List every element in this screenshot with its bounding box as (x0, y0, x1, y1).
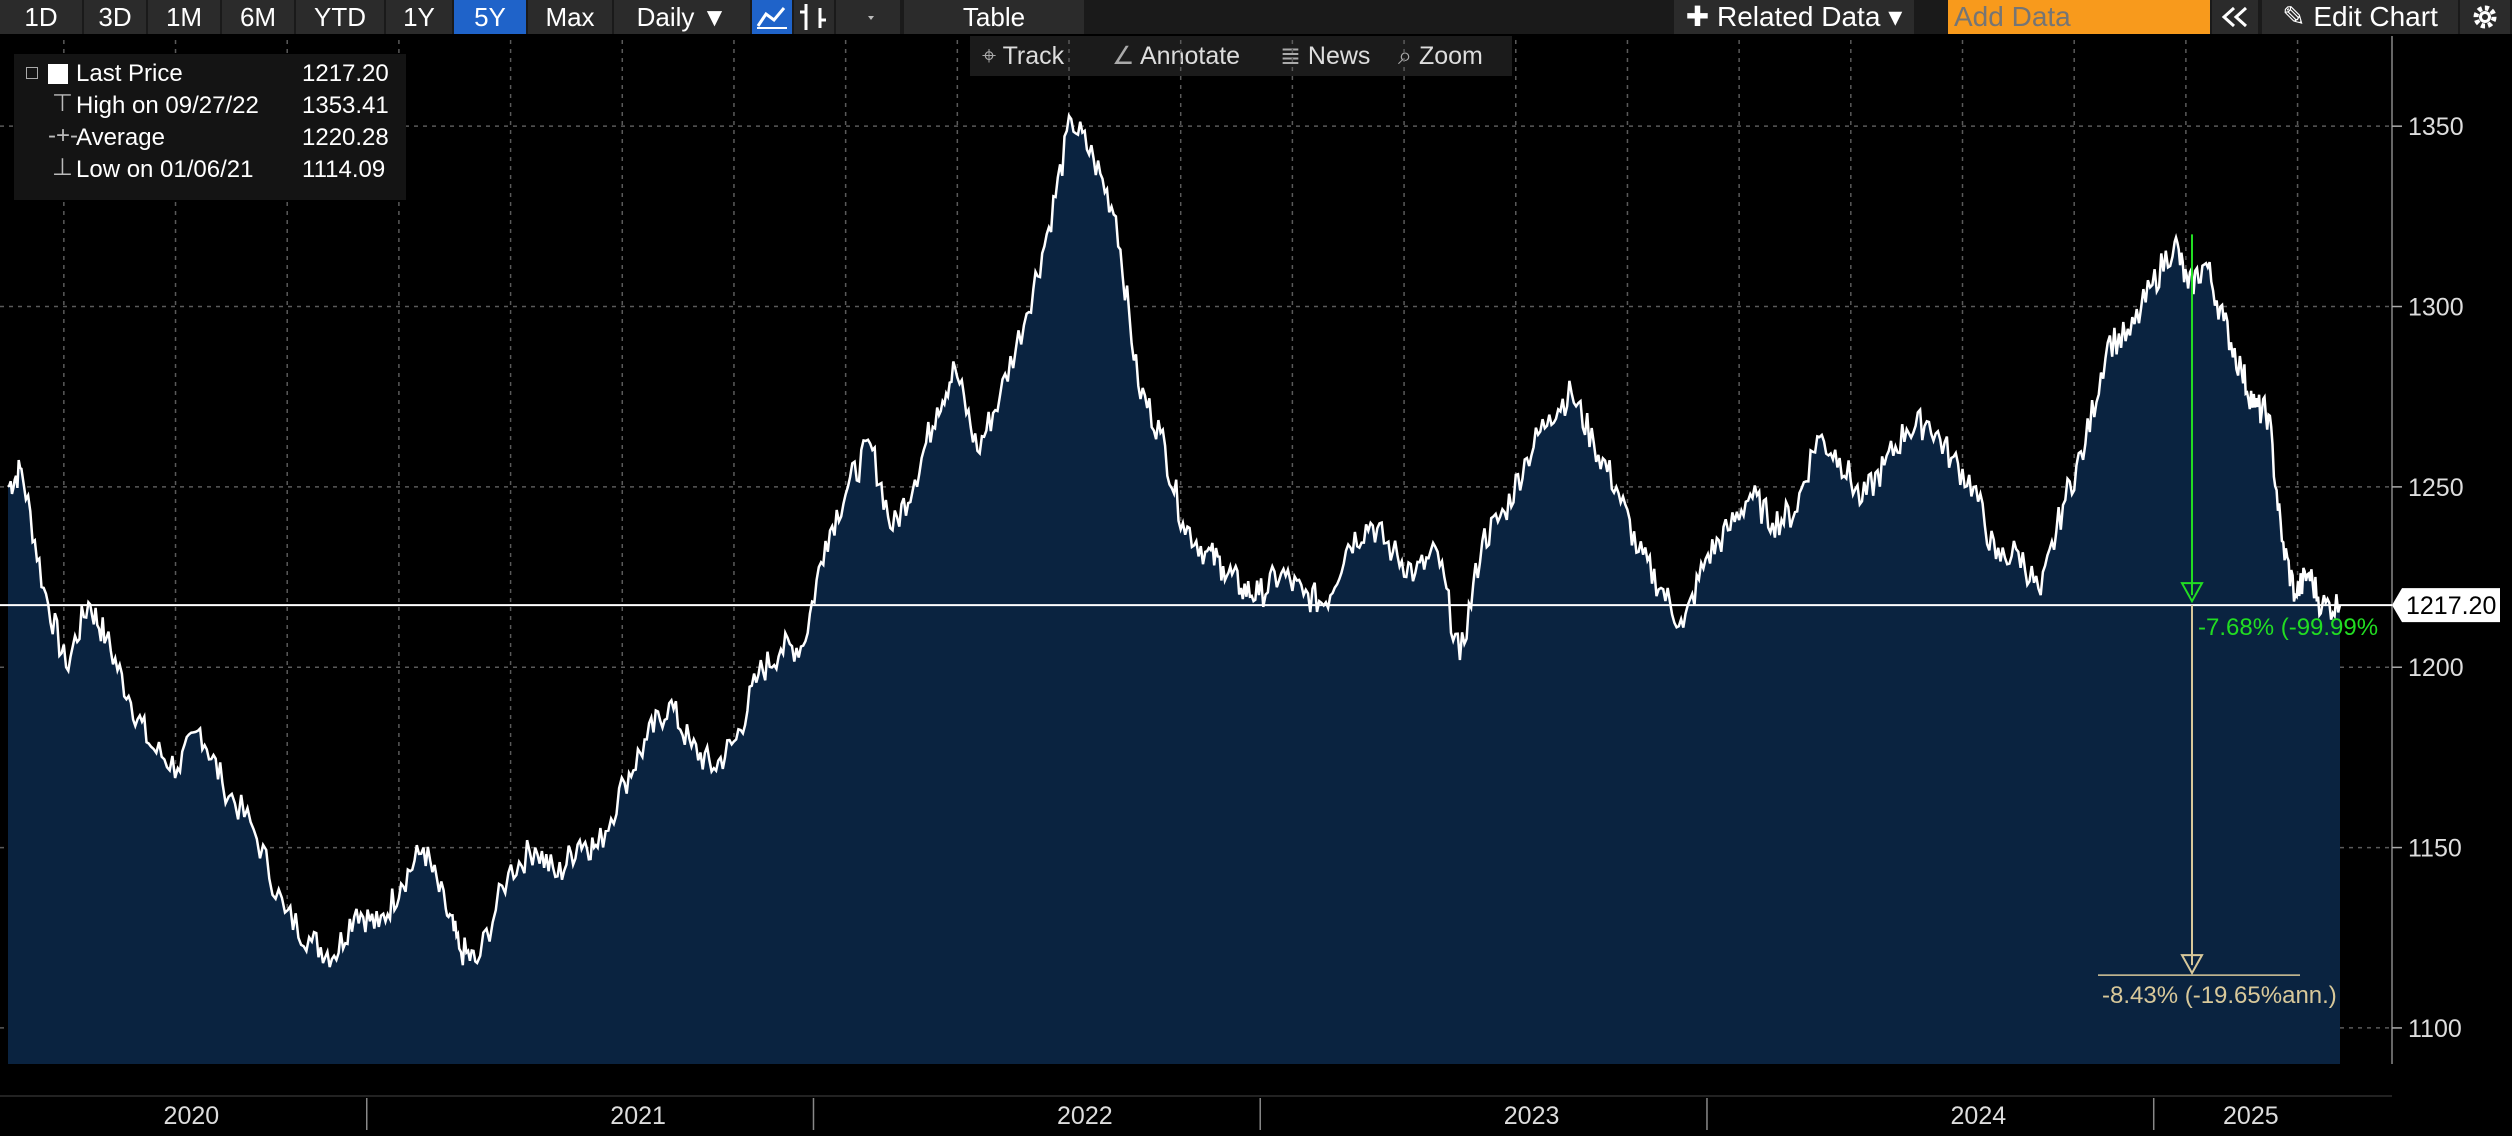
pencil-icon: ∠ (1112, 42, 1140, 70)
range-ytd-button[interactable]: YTD (296, 0, 384, 34)
range-6m-button[interactable]: 6M (222, 0, 294, 34)
x-tick-label: 2024 (1951, 1102, 2007, 1130)
chart-tools-bar: ⌖ Track ∠ Annotate ≣ News ⌕ Zoom (970, 36, 1512, 76)
legend-label: Last Price (76, 60, 183, 87)
collapse-icon[interactable] (2212, 0, 2258, 34)
y-tick-label: 1200 (2408, 654, 2464, 682)
y-tick-label: 1350 (2408, 113, 2464, 141)
news-label: News (1307, 42, 1371, 70)
track-tool[interactable]: ⌖ Track (982, 36, 1064, 76)
y-tick-label: 1150 (2408, 835, 2462, 863)
x-axis: 2020 2021 2022 2023 2024 2025 (0, 1095, 2392, 1130)
y-tick-label: 1100 (2408, 1015, 2462, 1043)
x-tick-label: 2021 (610, 1102, 666, 1130)
legend: Last Price 1217.20 ⊤ High on 09/27/22 13… (14, 54, 406, 200)
legend-value: 1220.28 (302, 124, 389, 151)
last-price-tag (2392, 588, 2500, 623)
settings-gear-icon[interactable] (2460, 0, 2510, 34)
frequency-dropdown[interactable]: Daily ▼ (614, 0, 750, 34)
range-5y-button[interactable]: 5Y (454, 0, 526, 34)
y-tick-label: 1250 (2408, 474, 2464, 502)
x-tick-label: 2022 (1057, 1102, 1113, 1130)
legend-high[interactable]: ⊤ High on 09/27/22 1353.41 (14, 90, 406, 122)
edit-chart-button[interactable]: ✎ Edit Chart (2262, 0, 2458, 34)
bar-chart-icon[interactable] (794, 0, 834, 34)
price-line (7, 112, 2342, 968)
range-3d-button[interactable]: 3D (84, 0, 146, 34)
x-tick-label: 2023 (1504, 1102, 1560, 1130)
news-icon: ≣ (1280, 42, 1308, 70)
legend-label: High on 09/27/22 (76, 92, 259, 119)
collapse-box-icon[interactable] (26, 67, 38, 79)
green-arrow-head (2180, 582, 2204, 604)
magnifier-icon: ⌕ (1398, 42, 1419, 70)
legend-label: Low on 01/06/21 (76, 156, 254, 183)
related-data-button[interactable]: ✚ Related Data ▾ (1674, 0, 1914, 34)
track-label: Track (1002, 42, 1065, 70)
range-max-button[interactable]: Max (528, 0, 612, 34)
range-1m-button[interactable]: 1M (148, 0, 220, 34)
y-tick-label: 1300 (2408, 294, 2464, 322)
annotations: -7.68% (-99.99% -8.43% (-19.65%ann.) (0, 234, 2392, 1009)
news-tool[interactable]: ≣ News (1280, 36, 1370, 76)
peak-change-label: -7.68% (-99.99% (2198, 614, 2378, 641)
dropdown-icon[interactable] (836, 0, 900, 34)
average-marker-icon: -+- (48, 122, 78, 149)
legend-last-price[interactable]: Last Price 1217.20 (14, 58, 406, 90)
legend-value: 1114.09 (302, 156, 386, 183)
x-tick-label: 2020 (164, 1102, 220, 1130)
low-marker-icon: ⊥ (52, 154, 73, 181)
annotate-tool[interactable]: ∠ Annotate (1112, 36, 1240, 76)
zoom-tool[interactable]: ⌕ Zoom (1398, 36, 1483, 76)
price-area (8, 115, 2340, 1065)
crosshair-icon: ⌖ (982, 42, 1003, 70)
y-axis: 1100 1150 1200 1250 1300 1350 1217.20 (2391, 36, 2500, 1064)
zoom-label: Zoom (1418, 42, 1483, 70)
legend-value: 1217.20 (302, 60, 389, 87)
white-swatch-icon (48, 64, 68, 84)
x-tick-label: 2025 (2223, 1102, 2279, 1130)
table-button[interactable]: Table (904, 0, 1084, 34)
low-change-label: -8.43% (-19.65%ann.) (2102, 982, 2337, 1009)
range-1y-button[interactable]: 1Y (386, 0, 452, 34)
tan-arrow-head (2180, 954, 2204, 976)
legend-low[interactable]: ⊥ Low on 01/06/21 1114.09 (14, 154, 406, 186)
add-data-input[interactable] (1948, 0, 2210, 34)
legend-value: 1353.41 (302, 92, 389, 119)
annotate-label: Annotate (1139, 42, 1241, 70)
high-marker-icon: ⊤ (52, 90, 73, 117)
range-1d-button[interactable]: 1D (0, 0, 82, 34)
legend-average[interactable]: -+- Average 1220.28 (14, 122, 406, 154)
last-price-tag-label: 1217.20 (2406, 592, 2496, 620)
legend-label: Average (76, 124, 165, 151)
chart-toolbar: 1D 3D 1M 6M YTD 1Y 5Y Max Daily ▼ Table … (0, 0, 2512, 34)
line-chart-icon[interactable] (752, 0, 792, 34)
